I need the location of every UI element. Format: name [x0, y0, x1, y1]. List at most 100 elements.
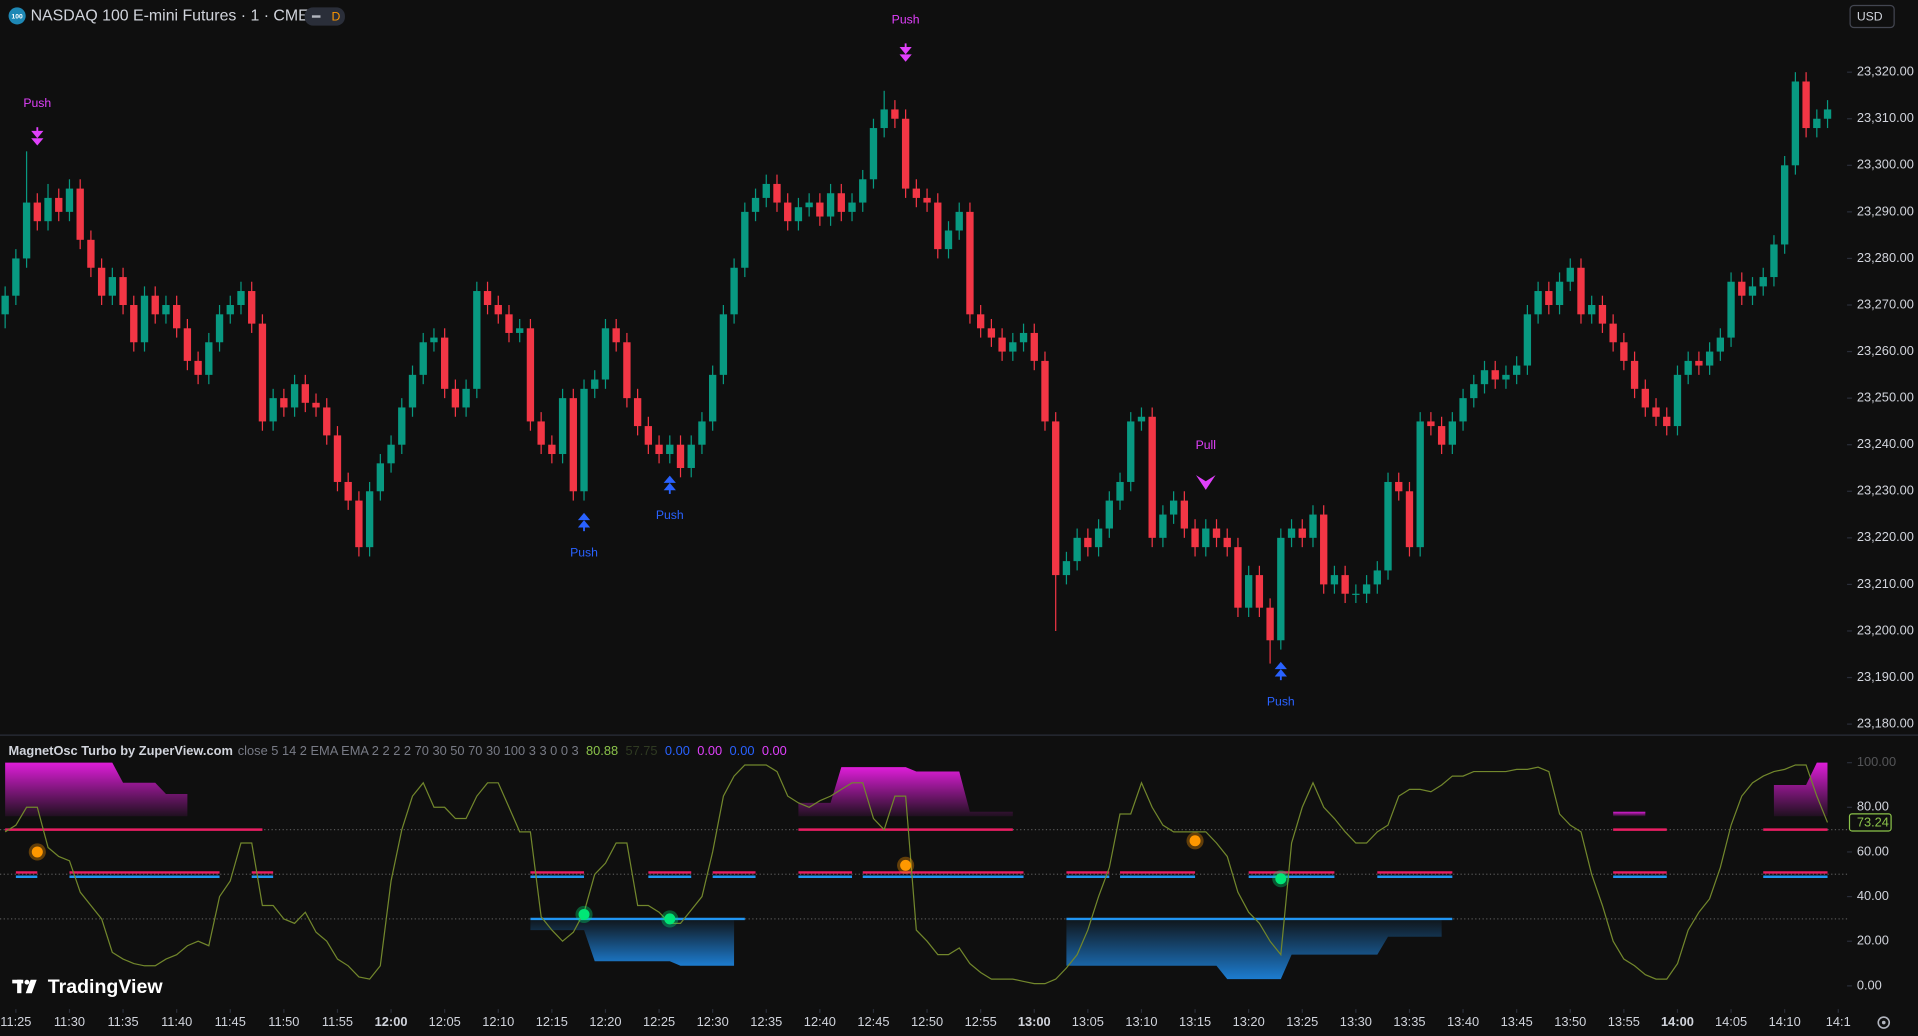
candle-body — [1287, 528, 1296, 538]
candle-body — [1330, 575, 1339, 585]
candle-body — [537, 421, 545, 445]
candle-body — [805, 202, 813, 208]
candle-body — [1244, 575, 1253, 608]
candle-body — [1341, 575, 1349, 594]
candle-body — [1716, 337, 1725, 352]
candle-body — [76, 188, 84, 240]
x-tick-label: 14:05 — [1715, 1014, 1747, 1029]
candle-body — [1480, 370, 1489, 385]
candle-body — [1127, 421, 1135, 482]
candle-body — [1759, 277, 1767, 287]
candle-body — [1137, 416, 1146, 422]
candle-body — [730, 267, 738, 315]
x-tick-label: 11:45 — [215, 1014, 246, 1029]
candle-body — [312, 402, 320, 408]
indicator-title[interactable]: MagnetOsc Turbo by ZuperView.com — [9, 744, 233, 759]
candle-body — [1523, 314, 1532, 366]
candle-body — [1255, 575, 1264, 608]
push-marker-head — [899, 54, 912, 62]
candle-body — [1620, 342, 1628, 361]
symbol-logo-text: 100 — [12, 13, 23, 20]
x-tick-label: 14:10 — [1769, 1014, 1801, 1029]
signal-zone — [5, 762, 188, 817]
candle-body — [1416, 421, 1424, 548]
candle-body — [591, 379, 599, 389]
symbol-title[interactable]: NASDAQ 100 E-mini Futures · 1 · CME — [31, 8, 309, 25]
candle-body — [934, 202, 942, 250]
signal-zone — [798, 767, 1013, 817]
status-icon — [311, 15, 321, 18]
candle-body — [1030, 332, 1038, 361]
candle-body — [1684, 360, 1692, 375]
x-tick-label: 13:25 — [1286, 1014, 1318, 1029]
candle-body — [140, 295, 149, 343]
x-tick-label: 13:05 — [1072, 1014, 1104, 1029]
candle-body — [440, 337, 449, 389]
candle-body — [1234, 547, 1242, 608]
candle-body — [955, 211, 963, 231]
x-tick-label: 12:00 — [375, 1014, 408, 1029]
candle-body — [1545, 291, 1553, 306]
candle-body — [1373, 570, 1381, 585]
candle-body — [12, 258, 20, 296]
push-marker-head — [577, 512, 591, 521]
candle-body — [1395, 481, 1403, 492]
candle-body — [1009, 342, 1017, 352]
x-tick-label: 11:40 — [161, 1014, 192, 1029]
x-tick-label: 13:55 — [1608, 1014, 1640, 1029]
candle-body — [1202, 528, 1210, 548]
candle-body — [762, 183, 770, 198]
candle-body — [1212, 528, 1221, 538]
candle-body — [1, 295, 9, 315]
candle-body — [130, 305, 138, 343]
y-tick-label: 0.00 — [1857, 977, 1882, 992]
candle-body — [944, 230, 953, 250]
candle-body — [205, 342, 213, 375]
candle-body — [1791, 81, 1800, 166]
candle-body — [1738, 281, 1746, 296]
pull-marker — [1195, 475, 1216, 490]
candle-body — [1727, 281, 1735, 338]
logo-part — [25, 979, 37, 994]
candle-body — [655, 444, 663, 455]
indicator-readout: 0.00 — [697, 744, 722, 759]
candle-body — [698, 421, 706, 445]
indicator-legend: MagnetOsc Turbo by ZuperView.com close 5 … — [9, 744, 787, 759]
status-badge[interactable] — [304, 7, 345, 26]
candle-body — [44, 197, 52, 222]
candle-body — [1630, 360, 1639, 389]
x-tick-label: 14:00 — [1661, 1014, 1694, 1029]
x-tick-label: 11:35 — [107, 1014, 138, 1029]
candle-body — [623, 342, 631, 399]
candle-body — [194, 360, 202, 375]
y-tick-label: 23,220.00 — [1857, 529, 1914, 544]
settings-button[interactable] — [1877, 1016, 1891, 1029]
oscillator-line — [4, 764, 1829, 985]
y-tick-label: 23,320.00 — [1857, 64, 1914, 79]
indicator-readout: 57.75 — [625, 744, 657, 759]
y-tick-label: 23,280.00 — [1857, 250, 1914, 265]
candle-body — [323, 407, 331, 436]
logo-part — [24, 979, 30, 985]
candle-body — [516, 328, 524, 333]
candle-body — [998, 337, 1006, 352]
x-tick-label: 11:55 — [322, 1014, 353, 1029]
y-tick-label: 80.00 — [1857, 799, 1889, 814]
candle-body — [1770, 244, 1778, 278]
candle-body — [301, 384, 309, 403]
currency-box[interactable] — [1849, 4, 1895, 29]
candle-body — [1695, 360, 1703, 366]
push-marker-head — [663, 482, 676, 491]
y-tick-label: 23,270.00 — [1857, 296, 1914, 311]
signal-dot — [1189, 835, 1201, 847]
candle-body — [376, 463, 385, 492]
indicator-readout: 0.00 — [762, 744, 787, 759]
candle-body — [1566, 267, 1574, 282]
signal-zone — [1773, 762, 1828, 817]
candle-body — [719, 314, 728, 375]
x-tick-label: 13:30 — [1340, 1014, 1372, 1029]
candle-body — [880, 109, 888, 129]
indicator-settings: close 5 14 2 EMA EMA 2 2 2 2 70 30 50 70… — [238, 744, 579, 759]
signal-zone — [530, 918, 735, 966]
